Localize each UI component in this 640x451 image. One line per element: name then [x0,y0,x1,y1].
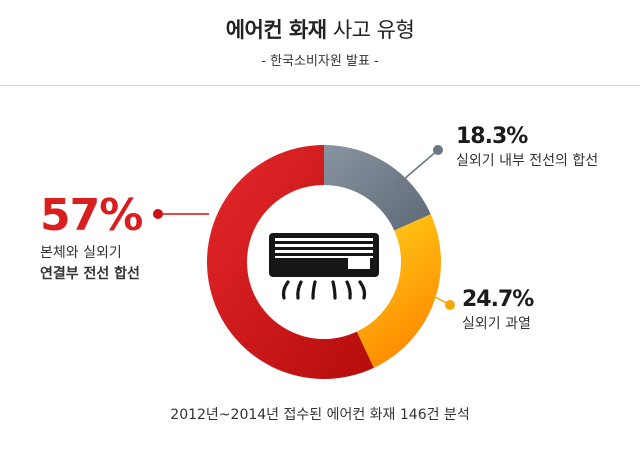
label-main-pct: 57% [40,190,143,241]
slice-overheat [356,214,441,368]
label-main-line2: 연결부 전선 합선 [40,266,140,282]
slice-connection [207,145,374,379]
leader-internal-wire [395,149,439,187]
label-bottom-right-line1: 실외기 과열 [462,316,531,332]
label-bottom-right: 24.7% 실외기 과열 [462,287,534,335]
label-top-right-line1: 실외기 내부 전선의 합선 [456,153,599,169]
leader-overheat-dot [445,300,455,310]
leader-connection-dot [153,209,163,219]
title-light: 사고 유형 [332,18,415,42]
header-divider [0,85,640,86]
label-main-line1: 본체와 실외기 [40,245,122,261]
chart-note: 2012년~2014년 접수된 에어컨 화재 146건 분석 [170,407,470,423]
slice-internal-wire [324,145,431,231]
pie-slices [207,145,441,379]
leader-internal-wire-dot [433,145,443,155]
label-main-line2-wrap: 연결부 전선 합선 [40,264,142,285]
air-conditioner-icon [269,233,379,300]
chart-subtitle: - 한국소비자원 발표 - [261,54,379,69]
label-main: 57% 본체와 실외기 연결부 전선 합선 [40,190,143,285]
label-top-right-pct: 18.3% [456,124,528,149]
leader-lines [153,145,455,310]
title-block: 에어컨 화재 사고 유형 - 한국소비자원 발표 - [0,14,640,69]
label-bottom-right-pct: 24.7% [462,287,534,312]
label-top-right: 18.3% 실외기 내부 전선의 합선 [456,124,598,172]
chart-title: 에어컨 화재 사고 유형 [0,14,640,44]
title-bold: 에어컨 화재 [225,18,327,42]
